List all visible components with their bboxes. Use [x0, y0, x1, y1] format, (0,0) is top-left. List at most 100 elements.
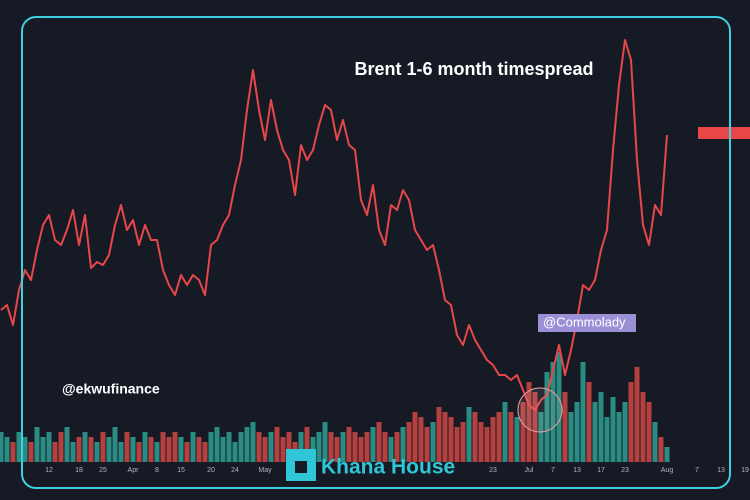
- volume-bar: [226, 432, 232, 462]
- volume-bar: [436, 407, 442, 462]
- volume-bar: [604, 417, 610, 462]
- volume-bar: [340, 432, 346, 462]
- volume-bar: [562, 392, 568, 462]
- volume-bar: [448, 417, 454, 462]
- volume-bar: [322, 422, 328, 462]
- volume-bar: [298, 432, 304, 462]
- volume-bar: [640, 392, 646, 462]
- volume-bar: [22, 437, 28, 462]
- volume-bar: [76, 437, 82, 462]
- x-tick-label: Apr: [128, 467, 140, 474]
- logo-icon-cut: [295, 461, 307, 473]
- volume-bar: [442, 412, 448, 462]
- volume-bar: [520, 402, 526, 462]
- volume-bar: [622, 402, 628, 462]
- volume-bar: [514, 417, 520, 462]
- volume-bar: [154, 442, 160, 462]
- volume-bar: [334, 437, 340, 462]
- volume-bar: [46, 432, 52, 462]
- volume-bar: [352, 432, 358, 462]
- volume-bar: [124, 432, 130, 462]
- volume-bar: [184, 442, 190, 462]
- volume-pane: [0, 352, 670, 462]
- volume-bar: [532, 392, 538, 462]
- volume-bar: [28, 442, 34, 462]
- volume-bar: [430, 422, 436, 462]
- volume-bar: [166, 437, 172, 462]
- volume-bar: [0, 432, 4, 462]
- volume-bar: [382, 432, 388, 462]
- volume-bar: [190, 432, 196, 462]
- volume-bar: [472, 412, 478, 462]
- volume-bar: [172, 432, 178, 462]
- volume-bar: [106, 437, 112, 462]
- volume-bar: [364, 432, 370, 462]
- volume-bar: [466, 407, 472, 462]
- volume-bar: [274, 427, 280, 462]
- volume-bar: [538, 412, 544, 462]
- volume-bar: [118, 442, 124, 462]
- volume-bar: [148, 437, 154, 462]
- volume-bar: [130, 437, 136, 462]
- volume-bar: [16, 432, 22, 462]
- volume-bar: [232, 442, 238, 462]
- volume-bar: [454, 427, 460, 462]
- x-tick-label: 8: [155, 467, 159, 474]
- volume-bar: [460, 422, 466, 462]
- annotation: @ekwufinance: [62, 381, 160, 397]
- volume-bar: [268, 432, 274, 462]
- volume-bar: [574, 402, 580, 462]
- volume-bar: [256, 432, 262, 462]
- volume-bar: [202, 442, 208, 462]
- x-tick-label: 15: [177, 467, 185, 474]
- volume-bar: [316, 432, 322, 462]
- volume-bar: [244, 427, 250, 462]
- volume-bar: [52, 442, 58, 462]
- volume-bar: [484, 427, 490, 462]
- x-tick-label: 13: [717, 467, 725, 474]
- volume-bar: [34, 427, 40, 462]
- volume-bar: [286, 432, 292, 462]
- series-line: [0, 39, 668, 411]
- annotation: @Commolady: [543, 314, 626, 329]
- x-tick-label: 23: [621, 467, 629, 474]
- volume-bar: [238, 432, 244, 462]
- volume-bar: [586, 382, 592, 462]
- volume-bar: [196, 437, 202, 462]
- volume-bar: [508, 412, 514, 462]
- volume-bar: [502, 402, 508, 462]
- volume-bar: [550, 362, 556, 462]
- volume-bar: [376, 422, 382, 462]
- volume-bar: [10, 442, 16, 462]
- x-tick-label: 12: [45, 467, 53, 474]
- volume-bar: [412, 412, 418, 462]
- volume-bar: [526, 382, 532, 462]
- x-tick-label: 20: [207, 467, 215, 474]
- volume-bar: [112, 427, 118, 462]
- volume-bar: [556, 352, 562, 462]
- volume-bar: [4, 437, 10, 462]
- watermark: Khana House: [321, 456, 455, 479]
- volume-bar: [592, 402, 598, 462]
- volume-bar: [208, 432, 214, 462]
- volume-bar: [616, 412, 622, 462]
- volume-bar: [58, 432, 64, 462]
- volume-bar: [142, 432, 148, 462]
- volume-bar: [496, 412, 502, 462]
- volume-bar: [250, 422, 256, 462]
- volume-bar: [370, 427, 376, 462]
- volume-bar: [634, 367, 640, 462]
- x-tick-label: 13: [573, 467, 581, 474]
- volume-bar: [568, 412, 574, 462]
- volume-bar: [544, 372, 550, 462]
- volume-bar: [136, 442, 142, 462]
- price-label-box: [698, 127, 750, 139]
- volume-bar: [178, 437, 184, 462]
- x-tick-label: 25: [99, 467, 107, 474]
- volume-bar: [346, 427, 352, 462]
- volume-bar: [664, 447, 670, 462]
- x-tick-label: 23: [489, 467, 497, 474]
- volume-bar: [418, 417, 424, 462]
- volume-bar: [304, 427, 310, 462]
